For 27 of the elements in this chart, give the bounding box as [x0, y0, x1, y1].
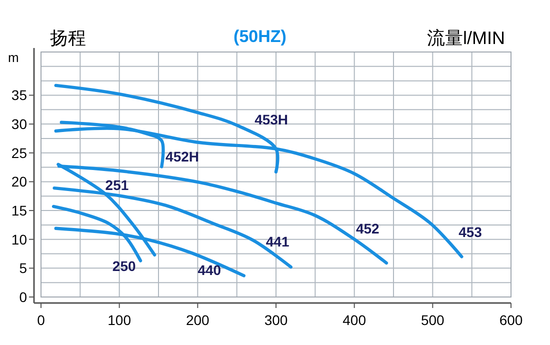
y-tick-label: 30	[11, 116, 28, 132]
y-tick-label: 25	[11, 144, 28, 161]
y-tick-label: 35	[11, 87, 28, 104]
series-label: 250	[112, 258, 136, 274]
x-tick-label: 200	[186, 312, 210, 328]
series-label: 440	[198, 262, 222, 278]
x-tick-label: 600	[499, 312, 523, 328]
series-label: 453	[458, 224, 482, 240]
y-tick-label: 0	[19, 289, 28, 305]
x-tick-label: 0	[37, 312, 46, 328]
y-tick-label: 20	[11, 174, 28, 190]
y-tick-label: 5	[19, 260, 28, 276]
x-tick-label: 300	[264, 312, 288, 328]
x-tick-label: 100	[108, 312, 132, 328]
text: m	[8, 50, 19, 65]
y-tick-label: 10	[11, 231, 28, 248]
series-label: 452H	[166, 148, 200, 164]
y-tick-label: 15	[11, 202, 28, 219]
chart-title: (50HZ)	[234, 27, 286, 46]
x-tick-label: 400	[342, 312, 366, 328]
series-label: 453H	[254, 111, 288, 128]
x-axis-title: 流量l/MIN	[427, 28, 505, 48]
x-tick-label: 500	[420, 312, 445, 328]
y-axis-title: 扬程	[50, 28, 86, 48]
series-label: 452	[356, 220, 380, 236]
series-label: 251	[105, 177, 129, 194]
series-label: 441	[266, 234, 290, 250]
